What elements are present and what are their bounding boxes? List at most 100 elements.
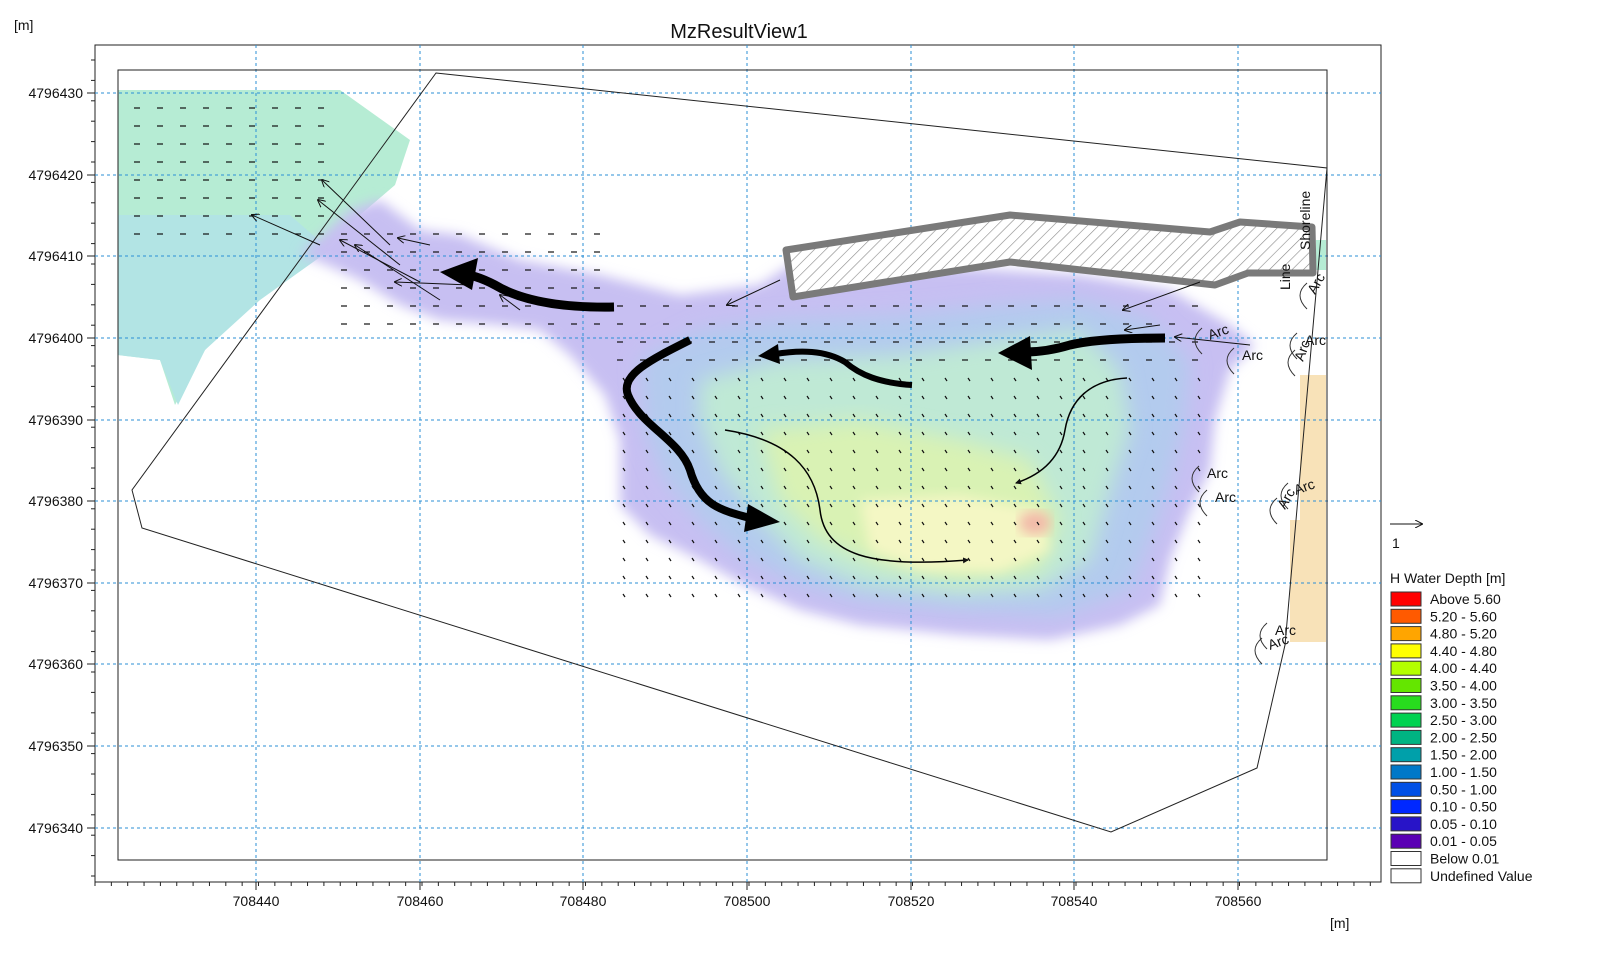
depth-region-basin-peak [860, 495, 1050, 572]
velocity-vector [1082, 449, 1086, 454]
velocity-vector [691, 557, 695, 562]
velocity-vector [737, 503, 741, 508]
velocity-vector [921, 503, 925, 508]
velocity-vector [806, 521, 810, 526]
velocity-vector [714, 485, 718, 490]
velocity-vector [1013, 521, 1017, 526]
bold-arrow-central [774, 348, 913, 388]
velocity-vector [1105, 593, 1109, 598]
velocity-vector [1059, 431, 1063, 436]
velocity-vector [1036, 521, 1040, 526]
velocity-vector [645, 521, 649, 526]
velocity-vector [921, 449, 925, 454]
velocity-vector [1128, 593, 1132, 598]
velocity-vector [1082, 485, 1086, 490]
velocity-vector [668, 467, 672, 472]
velocity-vector [668, 557, 672, 562]
velocity-vector [1105, 521, 1109, 526]
velocity-vector [645, 503, 649, 508]
velocity-vector [737, 593, 741, 598]
water-depth-field [118, 90, 1326, 642]
velocity-vector [921, 485, 925, 490]
legend-swatch [1390, 695, 1422, 711]
velocity-vector [829, 521, 833, 526]
velocity-vector [1197, 521, 1201, 526]
velocity-vector [1128, 431, 1132, 436]
velocity-vector [944, 431, 948, 436]
velocity-vector [1059, 521, 1063, 526]
velocity-vector [783, 485, 787, 490]
domain-frame [117, 69, 1328, 861]
velocity-vector [622, 449, 626, 454]
velocity-vector [1128, 413, 1132, 418]
velocity-vector [645, 539, 649, 544]
velocity-vector [1197, 395, 1201, 400]
velocity-vector [1105, 395, 1109, 400]
velocity-vector [852, 395, 856, 400]
velocity-vector [1174, 575, 1178, 580]
velocity-vector [967, 395, 971, 400]
legend-label: 3.00 - 3.50 [1430, 695, 1497, 711]
line-label: Line [1277, 263, 1293, 290]
velocity-vector [806, 431, 810, 436]
velocity-vector [944, 413, 948, 418]
velocity-vector [921, 539, 925, 544]
velocity-vector [990, 503, 994, 508]
velocity-vector [1059, 503, 1063, 508]
velocity-vector [852, 575, 856, 580]
arc-curve [1280, 482, 1289, 510]
velocity-vector [852, 449, 856, 454]
velocity-vector [1036, 395, 1040, 400]
velocity-vector [1197, 377, 1201, 382]
velocity-vector [806, 395, 810, 400]
velocity-vector [668, 449, 672, 454]
velocity-vector [760, 503, 764, 508]
depth-region-right-strip-3 [1316, 240, 1326, 270]
x-axis-unit: [m] [1330, 915, 1349, 931]
velocity-vector [1105, 485, 1109, 490]
thin-arrow [395, 282, 471, 285]
velocity-vector [875, 503, 879, 508]
velocity-vector [1128, 377, 1132, 382]
velocity-vector [806, 413, 810, 418]
velocity-vector [967, 413, 971, 418]
velocity-vector [783, 593, 787, 598]
velocity-vector [622, 413, 626, 418]
velocity-vector [714, 575, 718, 580]
depth-region-left-lower [118, 215, 330, 405]
velocity-vector [990, 377, 994, 382]
legend-label: 0.01 - 0.05 [1430, 833, 1497, 849]
depth-region-deep-spot [1019, 511, 1051, 535]
velocity-vector [1059, 575, 1063, 580]
velocity-vector [875, 395, 879, 400]
velocity-vector [783, 503, 787, 508]
velocity-vector [875, 431, 879, 436]
velocity-vector [1197, 575, 1201, 580]
velocity-vector [1197, 503, 1201, 508]
velocity-vector [1151, 485, 1155, 490]
velocity-vector [668, 485, 672, 490]
velocity-vector [944, 539, 948, 544]
legend-swatch [1390, 678, 1422, 693]
velocity-vector [990, 413, 994, 418]
velocity-vector [1036, 485, 1040, 490]
velocity-vector [1128, 395, 1132, 400]
velocity-vector [806, 575, 810, 580]
velocity-vector [967, 539, 971, 544]
velocity-vector [852, 539, 856, 544]
bold-arrow-head [998, 336, 1032, 370]
velocity-vector [737, 395, 741, 400]
velocity-vector [1059, 413, 1063, 418]
velocity-vector [875, 485, 879, 490]
velocity-vector [1197, 593, 1201, 598]
velocity-vector [737, 521, 741, 526]
velocity-vector [1151, 413, 1155, 418]
hatched-structure [782, 211, 1317, 301]
velocity-vector [1151, 557, 1155, 562]
velocity-vector [1174, 449, 1178, 454]
velocity-vector [921, 575, 925, 580]
velocity-vector [691, 377, 695, 382]
velocity-vector [875, 449, 879, 454]
velocity-vector [1197, 485, 1201, 490]
velocity-vector [1082, 539, 1086, 544]
